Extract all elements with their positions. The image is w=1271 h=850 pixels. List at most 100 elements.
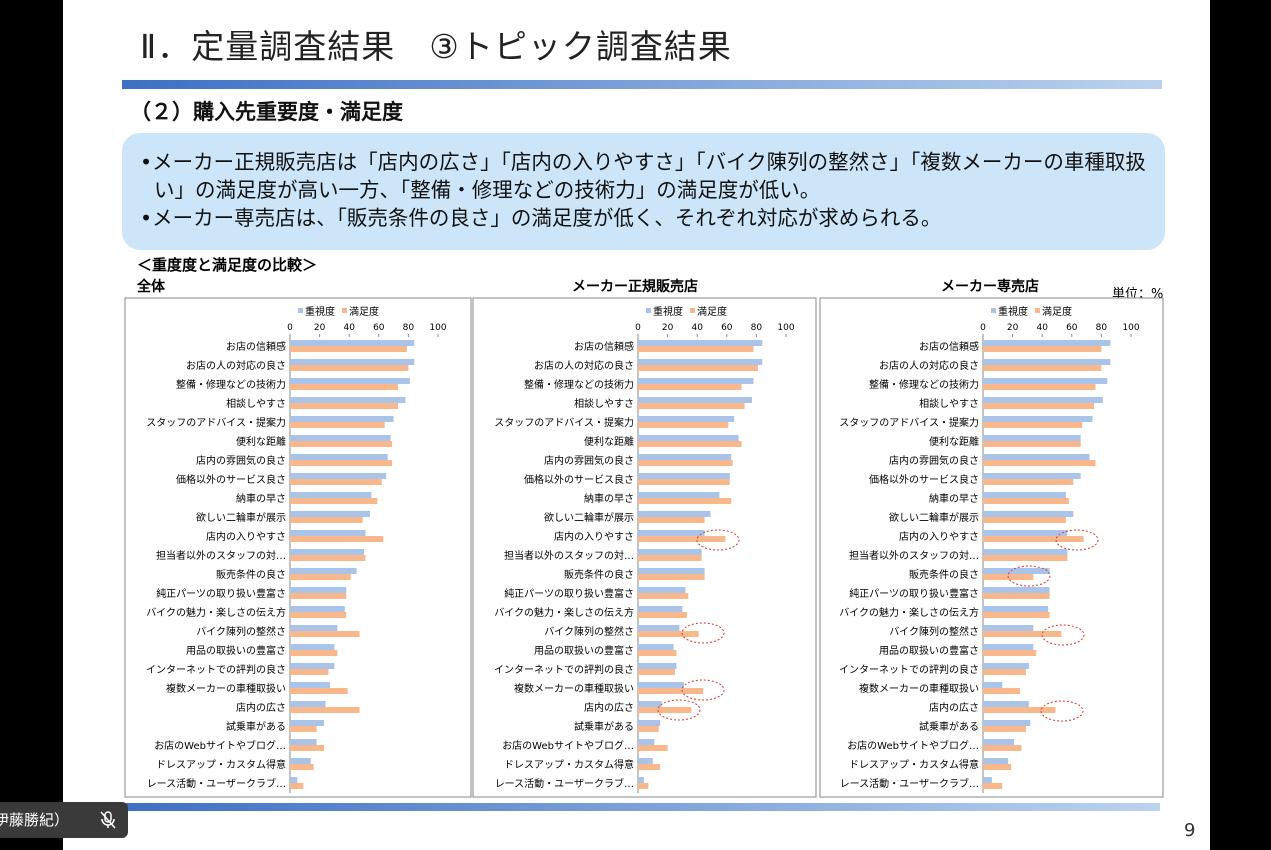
- bar: [983, 682, 1003, 688]
- bar: [983, 720, 1031, 726]
- bar: [638, 682, 684, 688]
- bar: [290, 739, 317, 745]
- bar: [290, 720, 325, 726]
- category-label: お店のWebサイトやブログ…: [154, 739, 286, 752]
- bar: [290, 441, 393, 447]
- category-label: 店内の雰囲気の良さ: [889, 454, 979, 467]
- bar: [983, 441, 1081, 447]
- category-label: 価格以外のサービス良さ: [176, 473, 286, 486]
- category-label: 店内の広さ: [584, 701, 634, 714]
- x-tick-label: 20: [662, 323, 674, 333]
- category-label: ドレスアップ・カスタム得意: [849, 758, 979, 771]
- bar: [983, 631, 1062, 637]
- bar: [638, 359, 763, 365]
- bar: [290, 663, 335, 669]
- bar: [983, 587, 1050, 593]
- legend-label: 重視度: [305, 305, 335, 318]
- bar: [983, 384, 1096, 390]
- category-label: 販売条件の良さ: [909, 568, 979, 581]
- bar: [983, 745, 1022, 751]
- bar: [290, 435, 391, 441]
- bar: [638, 340, 763, 346]
- category-label: 整備・修理などの技術力: [176, 378, 286, 391]
- x-tick-label: 40: [691, 323, 703, 333]
- bar: [290, 492, 372, 498]
- bar: [290, 568, 357, 574]
- category-label: 整備・修理などの技術力: [524, 378, 634, 391]
- bar: [290, 574, 351, 580]
- category-label: 納車の早さ: [236, 492, 286, 505]
- x-tick-label: 100: [777, 323, 794, 333]
- bar: [638, 726, 659, 732]
- category-label: 用品の取扱いの豊富さ: [186, 644, 286, 657]
- bar: [638, 707, 692, 713]
- category-label: レース活動・ユーザークラブ…: [840, 777, 979, 790]
- bar: [290, 346, 407, 352]
- x-tick-label: 20: [314, 323, 326, 333]
- bar: [638, 688, 704, 694]
- bar: [290, 340, 415, 346]
- category-label: 販売条件の良さ: [564, 568, 634, 581]
- bar: [983, 758, 1009, 764]
- bar: [638, 587, 686, 593]
- legend-swatch: [298, 308, 303, 313]
- bar: [290, 498, 378, 504]
- bar: [290, 397, 406, 403]
- category-label: 店内の雰囲気の良さ: [544, 454, 634, 467]
- bar: [290, 707, 360, 713]
- bar: [290, 688, 348, 694]
- category-label: 価格以外のサービス良さ: [524, 473, 634, 486]
- category-label: スタッフのアドバイス・提案力: [494, 416, 634, 429]
- bar: [983, 764, 1012, 770]
- bar: [290, 549, 364, 555]
- legend-label: 満足度: [1042, 305, 1072, 318]
- bar: [638, 764, 661, 770]
- category-label: 担当者以外のスタッフの対…: [504, 549, 634, 562]
- bar: [983, 612, 1050, 618]
- summary: •メーカー正規販売店は「店内の広さ」「店内の入りやすさ」「バイク陳列の整然さ」「…: [140, 148, 1155, 232]
- bar: [290, 644, 335, 650]
- legend-label: 満足度: [349, 305, 379, 318]
- category-label: 欲しい二輪車が展示: [196, 511, 286, 524]
- bar: [290, 783, 304, 789]
- x-tick-label: 40: [343, 323, 355, 333]
- bar: [983, 739, 1015, 745]
- bar: [638, 397, 752, 403]
- bar: [638, 549, 702, 555]
- bar: [638, 517, 705, 523]
- category-label: 試乗車がある: [919, 720, 979, 733]
- category-label: 複数メーカーの車種取扱い: [514, 682, 634, 695]
- bar: [638, 378, 754, 384]
- bar: [983, 511, 1074, 517]
- category-label: 店内の広さ: [236, 701, 286, 714]
- bar: [290, 745, 325, 751]
- x-tick-label: 60: [1066, 323, 1078, 333]
- bar: [638, 416, 735, 422]
- bar: [638, 492, 720, 498]
- bar: [290, 612, 347, 618]
- slide-title: Ⅱ．定量調査結果 ③トピック調査結果: [140, 27, 732, 66]
- highlight-circle: [657, 699, 701, 721]
- category-label: 純正パーツの取り扱い豊富さ: [849, 587, 979, 600]
- category-label: 便利な距離: [929, 435, 979, 448]
- bar: [983, 492, 1066, 498]
- legend-swatch: [646, 308, 651, 313]
- category-label: インターネットでの評判の良さ: [839, 663, 979, 676]
- highlight-circle: [1041, 624, 1085, 646]
- bar: [983, 435, 1081, 441]
- bar: [290, 460, 393, 466]
- bar: [638, 473, 730, 479]
- bar: [638, 644, 674, 650]
- bar: [290, 422, 385, 428]
- bar: [983, 701, 1029, 707]
- category-label: お店の信頼感: [919, 340, 979, 353]
- bar: [290, 479, 382, 485]
- category-label: 納車の早さ: [929, 492, 979, 505]
- bar: [290, 625, 338, 631]
- category-label: 店内の雰囲気の良さ: [196, 454, 286, 467]
- category-label: レース活動・ユーザークラブ…: [495, 777, 634, 790]
- bar: [983, 650, 1037, 656]
- category-label: 相談しやすさ: [574, 397, 634, 410]
- bar: [638, 441, 742, 447]
